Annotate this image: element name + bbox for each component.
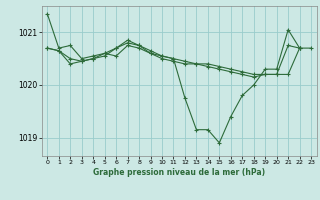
X-axis label: Graphe pression niveau de la mer (hPa): Graphe pression niveau de la mer (hPa) — [93, 168, 265, 177]
